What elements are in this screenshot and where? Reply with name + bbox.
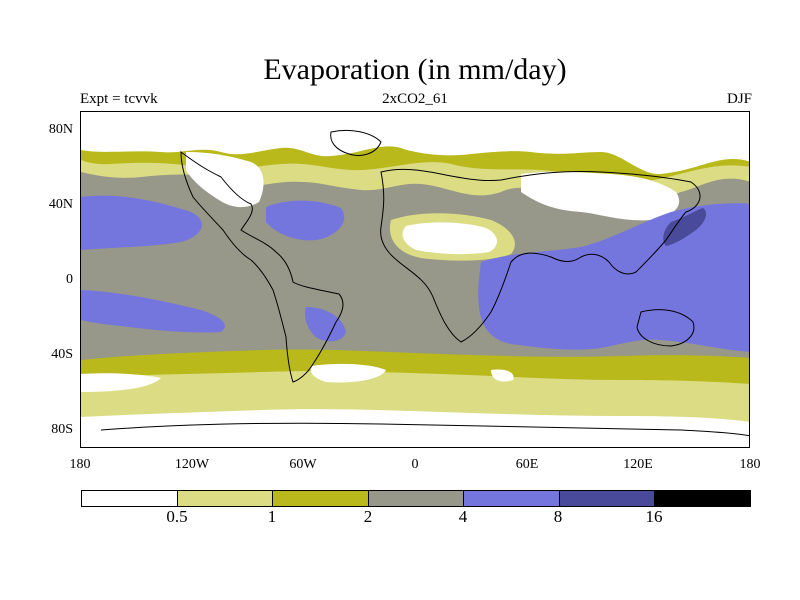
legend-label-8: 8	[553, 507, 563, 526]
run-label: 2xCO2_61	[382, 91, 448, 107]
lat-tick-0: 0	[66, 272, 73, 287]
legend-box-3	[273, 491, 369, 506]
map-panel	[80, 111, 750, 448]
lon-tick-180w: 180	[69, 457, 91, 472]
field-na-white	[186, 152, 264, 208]
field-south-pacific-blue	[81, 290, 225, 333]
coastlines	[100, 129, 749, 437]
legend-label-4: 4	[458, 507, 468, 526]
lon-tick-180e: 180	[739, 457, 761, 472]
lat-tick-40n: 40N	[48, 197, 73, 212]
legend-box-5	[464, 491, 560, 506]
color-legend	[81, 490, 751, 507]
lat-tick-80s: 80S	[51, 422, 73, 437]
legend-box-2	[177, 491, 274, 506]
chart-title: Evaporation (in mm/day)	[263, 53, 567, 86]
legend-box-1	[82, 491, 178, 506]
lon-tick-60e: 60E	[515, 457, 539, 472]
lat-tick-40s: 40S	[51, 347, 73, 362]
legend-label-2: 2	[363, 507, 373, 526]
field-south-atlantic-blue	[305, 307, 346, 342]
field-south-white-patches	[81, 363, 514, 392]
field-antarctic-white	[81, 409, 749, 447]
lon-tick-60w: 60W	[289, 457, 317, 472]
lon-tick-0: 0	[411, 457, 419, 472]
legend-box-7	[655, 491, 751, 506]
field-pacific-blue-north	[81, 195, 202, 250]
legend-box-6	[559, 491, 656, 506]
field-sahara-white	[402, 222, 497, 255]
legend-label-1: 1	[267, 507, 277, 526]
field-asia-white	[521, 171, 680, 221]
field-arctic-white	[81, 112, 749, 175]
experiment-label: Expt = tcvvk	[80, 91, 158, 107]
lon-tick-120w: 120W	[174, 457, 210, 472]
lat-tick-80n: 80N	[48, 122, 73, 137]
field-atlantic-blue-north	[266, 200, 345, 241]
season-label: DJF	[726, 91, 752, 107]
legend-box-4	[368, 491, 465, 506]
legend-label-0-5: 0.5	[166, 507, 188, 526]
field-indian-pacific-blue	[478, 203, 749, 352]
legend-label-16: 16	[645, 507, 663, 526]
lon-tick-120e: 120E	[623, 457, 653, 472]
field-west-pacific-dark	[663, 208, 707, 246]
evaporation-map	[81, 112, 749, 447]
